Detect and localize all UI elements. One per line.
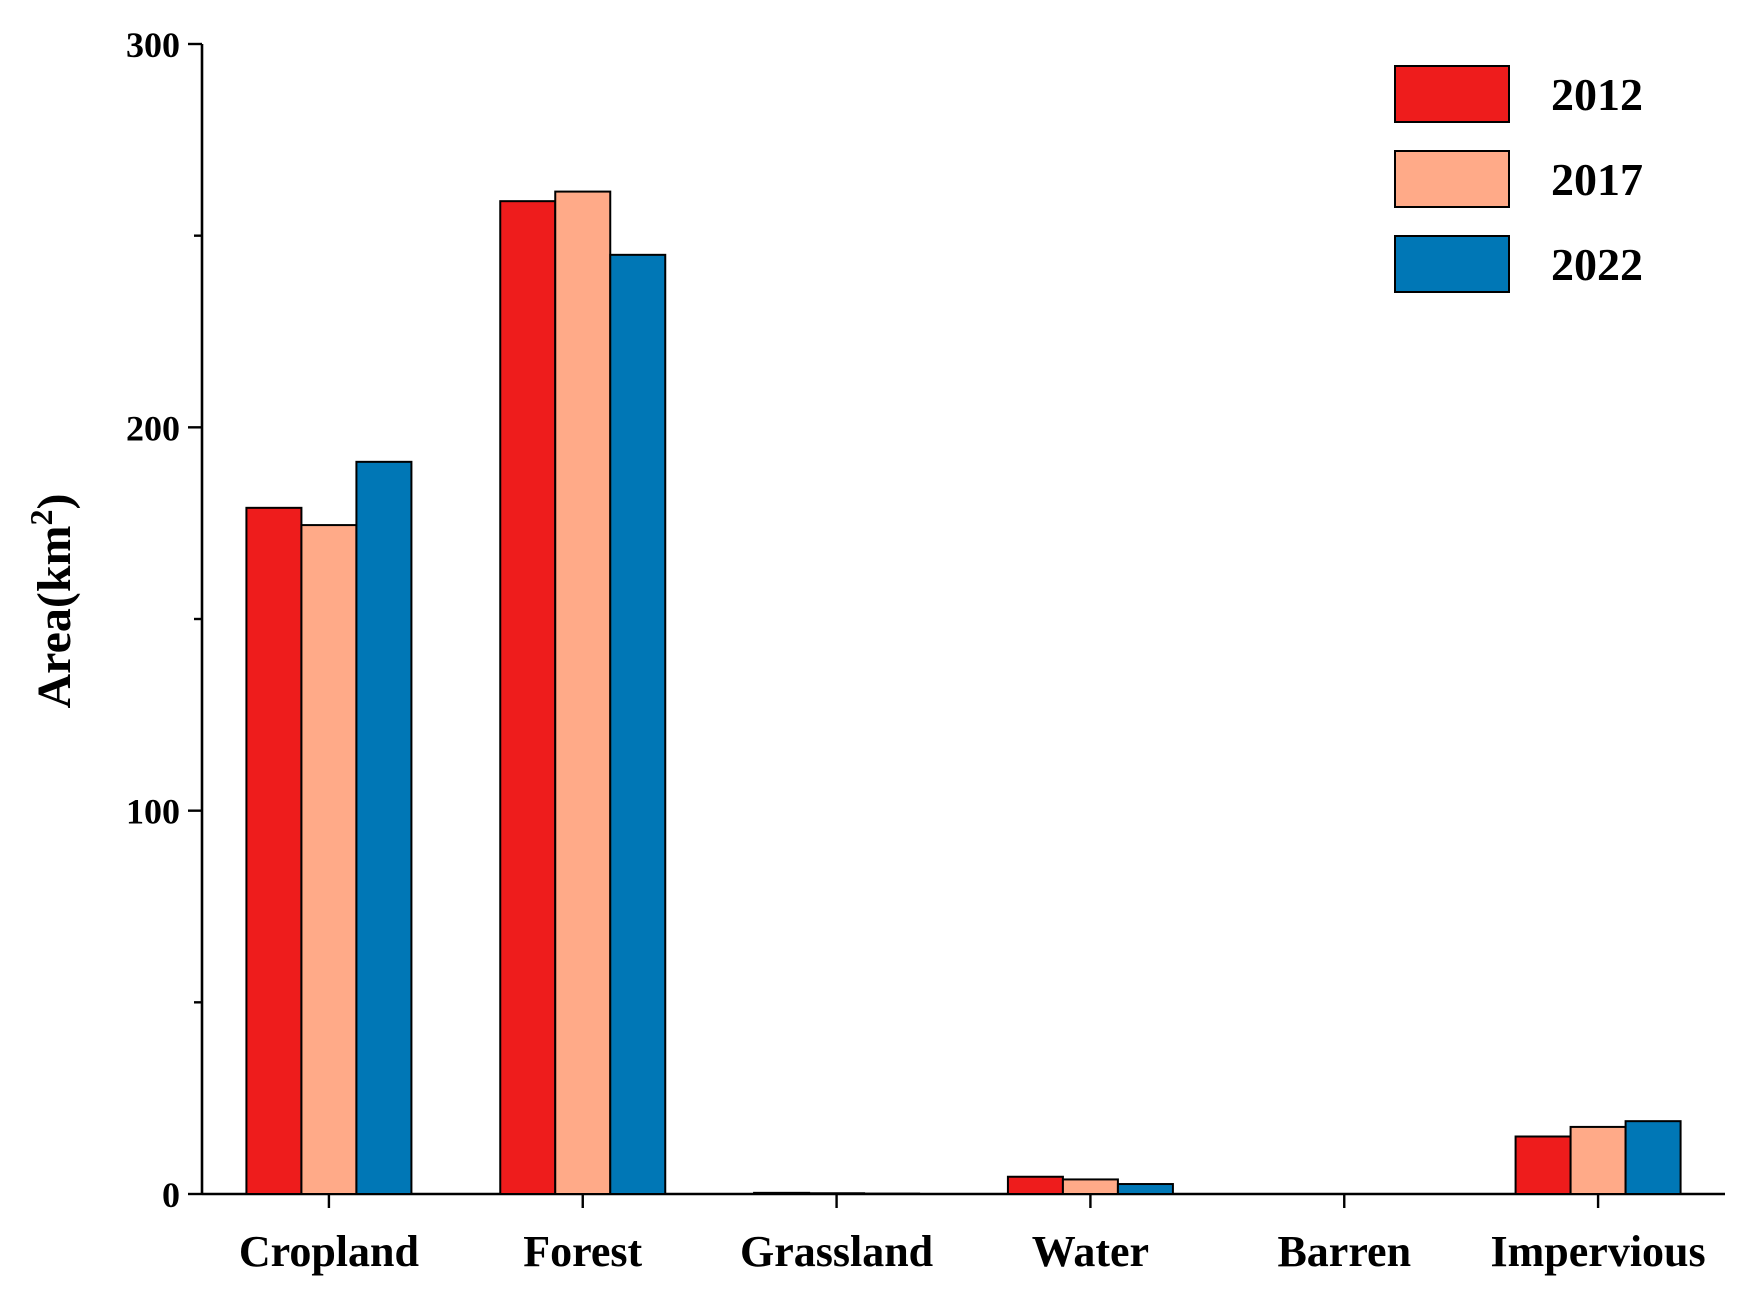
bar-forest-2022 (609, 253, 667, 1196)
y-axis-title-close: ) (28, 493, 81, 509)
y-axis-title: Area(km2) (23, 493, 81, 708)
x-tick-label: Barren (1277, 1227, 1411, 1276)
bar-water-2017 (1061, 1178, 1119, 1196)
bar-cropland-2017 (300, 524, 358, 1195)
bar-grassland-2017 (808, 1192, 866, 1195)
legend-label-2017: 2017 (1551, 154, 1643, 205)
bar-cropland-2022 (355, 460, 413, 1196)
bar-water-2012 (1006, 1175, 1064, 1195)
bars-group (245, 190, 1682, 1196)
legend-swatch-2022 (1394, 235, 1510, 293)
x-tick-label: Cropland (239, 1227, 419, 1276)
bar-impervious-2017 (1569, 1125, 1627, 1195)
bar-grassland-2012 (753, 1191, 811, 1195)
x-tick-label: Impervious (1491, 1227, 1706, 1276)
y-axis-title-superscript: 2 (23, 509, 59, 525)
y-tick-label: 200 (126, 408, 180, 448)
x-tick-label: Grassland (740, 1227, 933, 1276)
y-tick-label: 300 (126, 25, 180, 65)
bar-forest-2012 (499, 200, 557, 1195)
legend-label-2012: 2012 (1551, 69, 1643, 120)
legend: 2012 2017 2022 (1394, 65, 1643, 293)
labels-group: 0 100 200 300 Cropland Forest Grassland Water Ba… (126, 25, 1706, 1276)
y-tick-label: 100 (126, 792, 180, 832)
bar-cropland-2012 (245, 506, 303, 1196)
bar-forest-2017 (554, 190, 612, 1196)
bar-impervious-2022 (1624, 1120, 1682, 1195)
legend-swatch-2017 (1394, 150, 1510, 208)
legend-label-2022: 2022 (1551, 239, 1643, 290)
bar-impervious-2012 (1514, 1135, 1572, 1195)
y-tick-label: 0 (162, 1175, 180, 1215)
bar-water-2022 (1116, 1183, 1174, 1195)
axes-group (188, 42, 1725, 1208)
legend-swatch-2012 (1394, 65, 1510, 123)
x-tick-label: Forest (523, 1227, 642, 1276)
x-tick-label: Water (1032, 1227, 1149, 1276)
y-axis-title-main: Area(km (28, 525, 81, 708)
